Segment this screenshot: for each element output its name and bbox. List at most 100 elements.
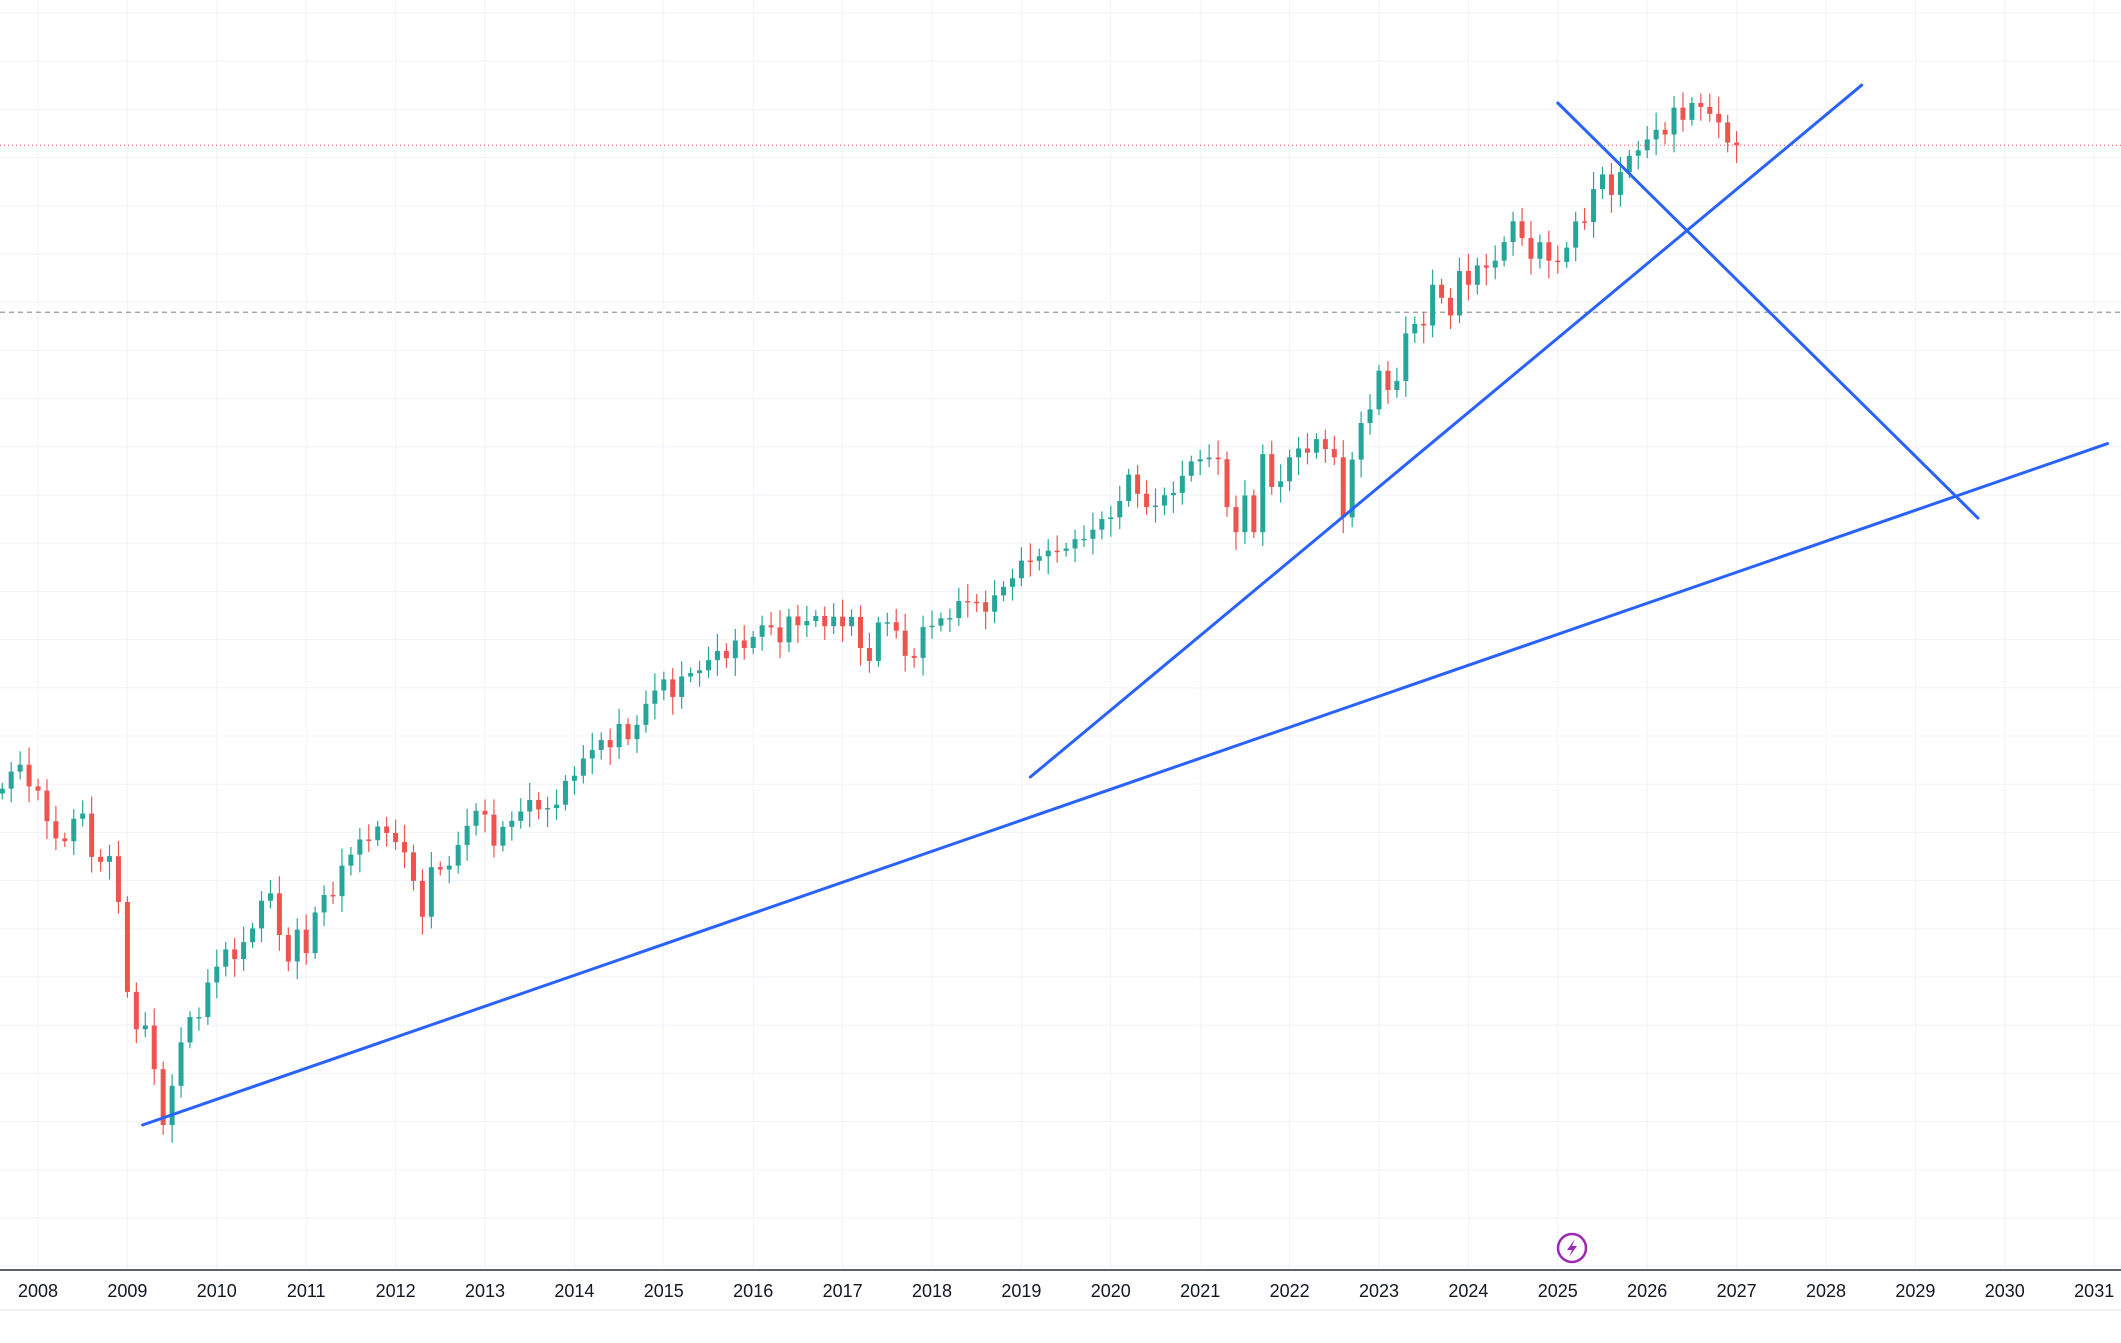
candle-body [992, 595, 998, 612]
x-tick-label: 2015 [644, 1281, 684, 1301]
candle-body [151, 1025, 157, 1070]
candle-body [1582, 221, 1588, 223]
candle-body [1358, 423, 1364, 460]
candle-body [571, 775, 577, 781]
x-tick-label: 2024 [1448, 1281, 1488, 1301]
candle-body [983, 602, 989, 612]
candle-body [1671, 107, 1677, 135]
trendline-2[interactable] [1028, 83, 1864, 779]
candle-body [688, 673, 694, 677]
candle-body [965, 601, 971, 603]
candle-body [330, 894, 336, 897]
candle-body [518, 811, 524, 821]
candle-body [1403, 333, 1409, 382]
candle-body [1001, 586, 1007, 596]
candle-body [8, 771, 14, 789]
candle-body [321, 894, 327, 913]
candle-body [446, 865, 452, 870]
candle-body [643, 703, 649, 725]
candle-body [133, 991, 139, 1030]
candle-body [250, 928, 256, 943]
candle-body [71, 818, 77, 842]
candle-body [473, 810, 479, 826]
lightning-bolt-icon[interactable] [1556, 1232, 1588, 1264]
candle-body [607, 740, 613, 748]
candle-body [911, 655, 917, 658]
candle-body [1206, 457, 1212, 460]
candle-body [1054, 550, 1060, 553]
candle-body [616, 724, 622, 748]
candle-body [1600, 174, 1605, 190]
candle-body [768, 625, 774, 628]
candle-body [232, 949, 238, 960]
x-tick-label: 2025 [1538, 1281, 1578, 1301]
candle-body [1501, 242, 1507, 261]
candle-body [956, 601, 962, 619]
candle-body [545, 808, 551, 810]
trendline-1[interactable] [141, 442, 2110, 1127]
candle-body [1528, 238, 1534, 259]
x-tick-label: 2010 [197, 1281, 237, 1301]
candle-body [1304, 448, 1310, 453]
candle-body [1242, 495, 1248, 533]
candle-body [1644, 139, 1650, 151]
candle-body [1224, 459, 1230, 507]
candle-body [1564, 247, 1570, 262]
candle-body [455, 844, 461, 866]
lightning-bolt-glyph [1567, 1239, 1577, 1257]
trendlines[interactable] [141, 83, 2110, 1127]
candle-body [1367, 409, 1373, 424]
candle-body [124, 901, 130, 992]
candle-body [1430, 284, 1436, 326]
candle-body [214, 966, 220, 983]
candle-body [1412, 323, 1418, 334]
candle-body [53, 821, 59, 839]
candle-body [741, 640, 747, 648]
candle-body [1081, 538, 1087, 541]
candle-body [1135, 474, 1141, 494]
candle-body [375, 826, 381, 841]
candle-body [1519, 221, 1525, 239]
x-tick-label: 2026 [1627, 1281, 1667, 1301]
candle-body [1179, 475, 1185, 493]
candle-body [598, 740, 604, 750]
candle-body [875, 622, 881, 661]
candle-body [1725, 122, 1731, 143]
candle-body [1448, 297, 1454, 316]
candle-body [1376, 370, 1382, 410]
candle-body [1608, 174, 1614, 195]
candle-body [670, 679, 676, 697]
x-tick-label: 2012 [376, 1281, 416, 1301]
candle-body [1591, 189, 1597, 223]
x-tick-label: 2008 [18, 1281, 58, 1301]
candle-body [1331, 449, 1337, 458]
candle-body [509, 820, 515, 827]
candle-body [62, 838, 68, 842]
x-tick-label: 2016 [733, 1281, 773, 1301]
candle-body [1161, 495, 1167, 506]
candle-body [500, 826, 506, 846]
candle-body [410, 852, 416, 881]
candle-body [312, 912, 318, 954]
candle-body [1662, 129, 1668, 135]
candle-body [259, 900, 264, 929]
candle-body [1117, 500, 1123, 518]
candle-body [115, 856, 121, 902]
candle-body [536, 799, 542, 810]
candle-body [357, 839, 363, 855]
candle-body [1233, 506, 1239, 533]
candle-body [732, 640, 738, 659]
candle-body [1018, 560, 1024, 579]
candle-body [348, 854, 354, 866]
x-tick-label: 2011 [287, 1281, 326, 1301]
x-tick-label: 2022 [1270, 1281, 1310, 1301]
candle-body [98, 856, 104, 862]
candle-body [205, 982, 211, 1018]
candle-body [89, 813, 95, 857]
candle-body [857, 616, 863, 648]
candle-body [822, 615, 828, 627]
candle-body [1421, 323, 1427, 326]
trendline-3[interactable] [1556, 101, 1980, 520]
